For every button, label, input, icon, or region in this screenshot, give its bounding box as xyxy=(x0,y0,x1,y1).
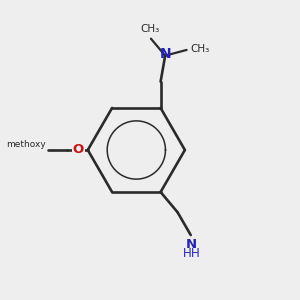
Text: methoxy: methoxy xyxy=(6,140,46,148)
Text: H: H xyxy=(182,247,191,260)
Text: N: N xyxy=(186,238,197,251)
Text: O: O xyxy=(73,143,84,156)
Text: N: N xyxy=(159,47,171,61)
Text: CH₃: CH₃ xyxy=(140,24,159,34)
Text: H: H xyxy=(191,247,200,260)
Text: CH₃: CH₃ xyxy=(191,44,210,54)
